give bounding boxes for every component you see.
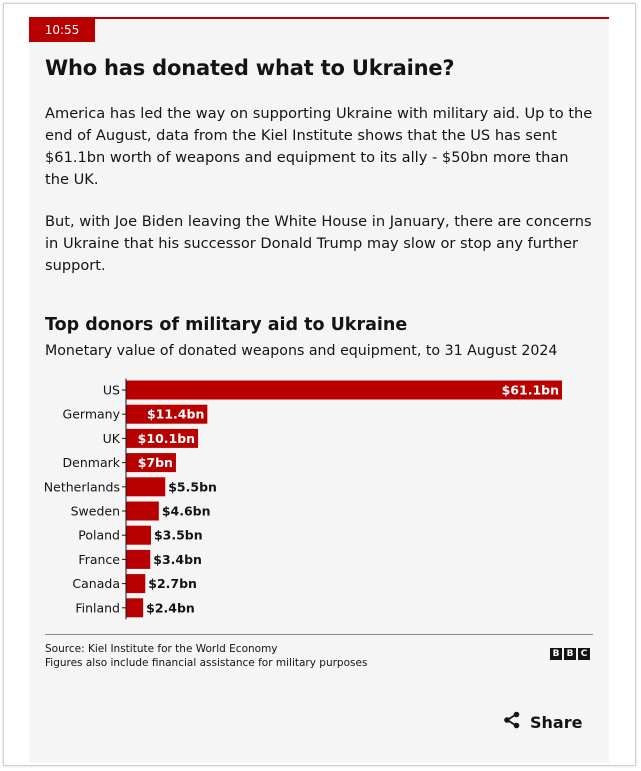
chart-title: Top donors of military aid to Ukraine [45, 315, 408, 335]
category-label: UK [103, 431, 121, 446]
article-headline: Who has donated what to Ukraine? [45, 56, 455, 80]
bar [126, 380, 562, 400]
category-label: Sweden [71, 504, 120, 519]
chart-footnote: Source: Kiel Institute for the World Eco… [45, 642, 367, 670]
bar [126, 501, 159, 521]
bar [126, 525, 151, 545]
category-label: Denmark [63, 455, 121, 470]
bar [126, 549, 151, 569]
data-label: $11.4bn [147, 407, 204, 422]
article-paragraph: But, with Joe Biden leaving the White Ho… [45, 213, 592, 274]
category-label: Netherlands [44, 479, 120, 494]
share-label: Share [530, 712, 583, 732]
bbc-logo: B B C [550, 648, 590, 660]
note-text: Figures also include financial assistanc… [45, 657, 368, 669]
data-label: $3.5bn [154, 528, 203, 543]
data-label: $10.1bn [138, 431, 195, 446]
bar [126, 574, 146, 594]
bar-chart: US $61.1bn Germany $11.4bn UK $10.1bn Denmark $… [44, 378, 562, 620]
accent-rule [29, 17, 609, 19]
category-label: Poland [78, 528, 120, 543]
logo-letter: C [578, 648, 590, 660]
bar [126, 598, 144, 618]
data-label: $2.4bn [146, 600, 195, 615]
category-label: Finland [75, 600, 120, 615]
data-label: $61.1bn [502, 383, 559, 398]
category-label: Germany [63, 407, 121, 422]
source-text: Source: Kiel Institute for the World Eco… [45, 643, 278, 655]
bar [126, 477, 166, 497]
category-label: Canada [72, 576, 120, 591]
data-label: $2.7bn [148, 576, 197, 591]
share-button[interactable]: Share [503, 710, 582, 734]
share-icon [503, 711, 521, 733]
footer-divider [45, 634, 593, 635]
bar [126, 453, 176, 473]
bar [126, 404, 208, 424]
timestamp-badge: 10:55 [29, 19, 95, 42]
chart-subtitle: Monetary value of donated weapons and eq… [45, 343, 558, 359]
data-label: $3.4bn [153, 552, 202, 567]
article-paragraph: America has led the way on supporting Uk… [45, 105, 593, 188]
bar [126, 428, 199, 448]
logo-letter: B [550, 648, 562, 660]
category-label: US [103, 383, 120, 398]
logo-letter: B [564, 648, 576, 660]
category-label: France [78, 552, 120, 567]
data-label: $4.6bn [162, 504, 211, 519]
data-label: $7bn [138, 455, 173, 470]
data-label: $5.5bn [168, 479, 217, 494]
